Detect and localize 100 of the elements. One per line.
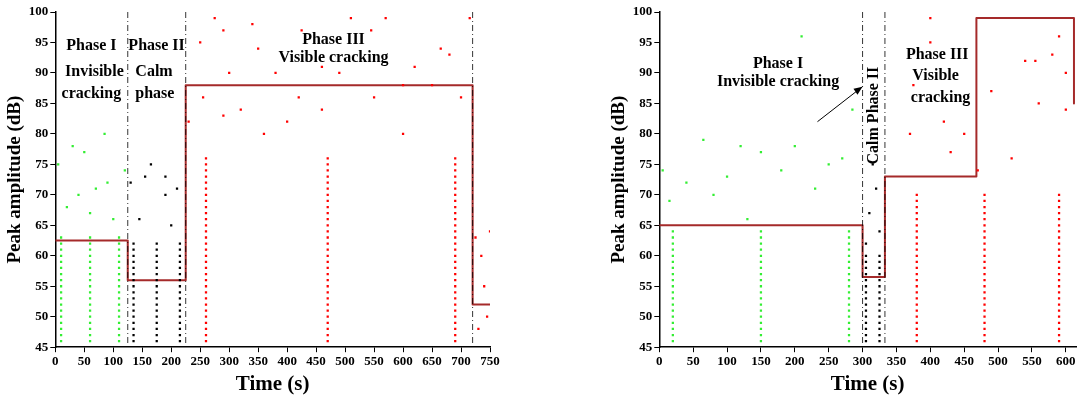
point bbox=[878, 230, 881, 233]
y-tick-label: 70 bbox=[35, 186, 49, 202]
x-tick-label: 300 bbox=[852, 353, 873, 369]
annotation: Phase III bbox=[302, 29, 365, 47]
y-tick-label: 85 bbox=[35, 94, 49, 110]
point bbox=[178, 303, 182, 306]
x-tick-label: 0 bbox=[52, 353, 59, 369]
point bbox=[878, 303, 881, 306]
x-tick-label: 400 bbox=[277, 353, 297, 369]
point bbox=[132, 309, 135, 312]
annotation: Calm Phase II bbox=[863, 66, 881, 165]
point bbox=[132, 291, 135, 294]
point bbox=[155, 303, 158, 306]
x-tick-label: 200 bbox=[785, 353, 805, 369]
point bbox=[878, 297, 881, 300]
point bbox=[878, 321, 881, 324]
x-axis-title: Time (s) bbox=[235, 370, 310, 395]
point bbox=[132, 303, 135, 306]
point bbox=[864, 303, 868, 306]
x-tick-label: 700 bbox=[451, 353, 471, 369]
x-tick-label: 150 bbox=[132, 353, 152, 369]
annotation: Invisible cracking bbox=[716, 72, 840, 91]
x-tick-label: 450 bbox=[306, 353, 326, 369]
x-tick-label: 550 bbox=[364, 353, 384, 369]
y-tick-label: 45 bbox=[35, 338, 49, 354]
x-tick-label: 0 bbox=[656, 353, 663, 369]
point bbox=[144, 175, 147, 178]
point bbox=[132, 285, 135, 288]
x-tick-label: 150 bbox=[751, 353, 771, 369]
point bbox=[164, 193, 167, 196]
annotation: Phase II bbox=[128, 35, 185, 53]
x-tick-label: 750 bbox=[480, 353, 500, 369]
point bbox=[132, 279, 135, 282]
x-tick-label: 600 bbox=[1056, 353, 1076, 369]
y-tick-label: 95 bbox=[35, 33, 49, 49]
point bbox=[878, 254, 881, 257]
point bbox=[178, 242, 182, 245]
annotation: Phase I bbox=[66, 35, 117, 53]
point bbox=[864, 297, 868, 300]
point bbox=[878, 339, 881, 343]
point bbox=[878, 315, 881, 318]
y-tick-label: 90 bbox=[639, 64, 653, 80]
x-tick-label: 250 bbox=[818, 353, 839, 369]
y-tick-label: 75 bbox=[35, 155, 49, 171]
x-tick-label: 400 bbox=[920, 353, 941, 369]
y-tick-label: 95 bbox=[639, 33, 653, 49]
y-tick-label: 45 bbox=[639, 338, 653, 354]
x-tick-label: 350 bbox=[886, 353, 907, 369]
point bbox=[878, 279, 881, 282]
annotation: phase bbox=[135, 84, 175, 103]
x-tick-label: 350 bbox=[248, 353, 268, 369]
annotation: Phase I bbox=[752, 54, 804, 72]
y-tick-label: 55 bbox=[639, 277, 653, 293]
y-tick-label: 70 bbox=[639, 186, 653, 202]
x-tick-label: 50 bbox=[77, 353, 91, 369]
y-tick-label: 50 bbox=[639, 308, 653, 324]
point bbox=[132, 260, 135, 264]
annotation: Calm bbox=[135, 62, 174, 80]
y-tick-label: 65 bbox=[639, 216, 653, 232]
y-axis-title: Peak amplitude (dB) bbox=[3, 95, 26, 264]
x-tick-label: 250 bbox=[190, 353, 210, 369]
point bbox=[132, 327, 135, 331]
x-tick-label: 500 bbox=[988, 353, 1008, 369]
x-tick-label: 650 bbox=[422, 353, 442, 369]
point bbox=[155, 297, 158, 300]
point bbox=[132, 272, 135, 276]
point bbox=[132, 339, 135, 343]
y-tick-label: 55 bbox=[35, 277, 49, 293]
point bbox=[132, 266, 135, 270]
x-tick-label: 500 bbox=[335, 353, 355, 369]
y-tick-label: 65 bbox=[35, 216, 49, 232]
y-tick-label: 80 bbox=[639, 125, 653, 141]
y-tick-label: 50 bbox=[35, 308, 49, 324]
point bbox=[132, 254, 135, 257]
x-tick-label: 100 bbox=[717, 353, 737, 369]
point bbox=[132, 242, 135, 245]
y-tick-label: 100 bbox=[28, 3, 49, 19]
x-tick-label: 450 bbox=[954, 353, 974, 369]
y-tick-label: 100 bbox=[632, 3, 653, 19]
point bbox=[878, 260, 881, 264]
y-tick-label: 75 bbox=[639, 155, 653, 171]
point bbox=[132, 297, 135, 300]
point bbox=[132, 333, 135, 337]
annotation: Visible cracking bbox=[278, 47, 389, 66]
point bbox=[878, 327, 881, 331]
x-axis-title: Time (s) bbox=[830, 370, 905, 395]
y-tick-label: 60 bbox=[35, 247, 49, 263]
x-tick-label: 600 bbox=[393, 353, 413, 369]
point bbox=[178, 297, 182, 300]
x-tick-label: 50 bbox=[686, 353, 700, 369]
annotation: Phase III bbox=[905, 44, 969, 62]
x-tick-label: 200 bbox=[161, 353, 181, 369]
point bbox=[132, 321, 135, 324]
point bbox=[878, 333, 881, 337]
y-tick-label: 60 bbox=[639, 247, 653, 263]
x-tick-label: 300 bbox=[219, 353, 239, 369]
point bbox=[155, 242, 158, 245]
point bbox=[878, 266, 881, 270]
annotation: cracking bbox=[61, 84, 122, 103]
point bbox=[878, 291, 881, 294]
